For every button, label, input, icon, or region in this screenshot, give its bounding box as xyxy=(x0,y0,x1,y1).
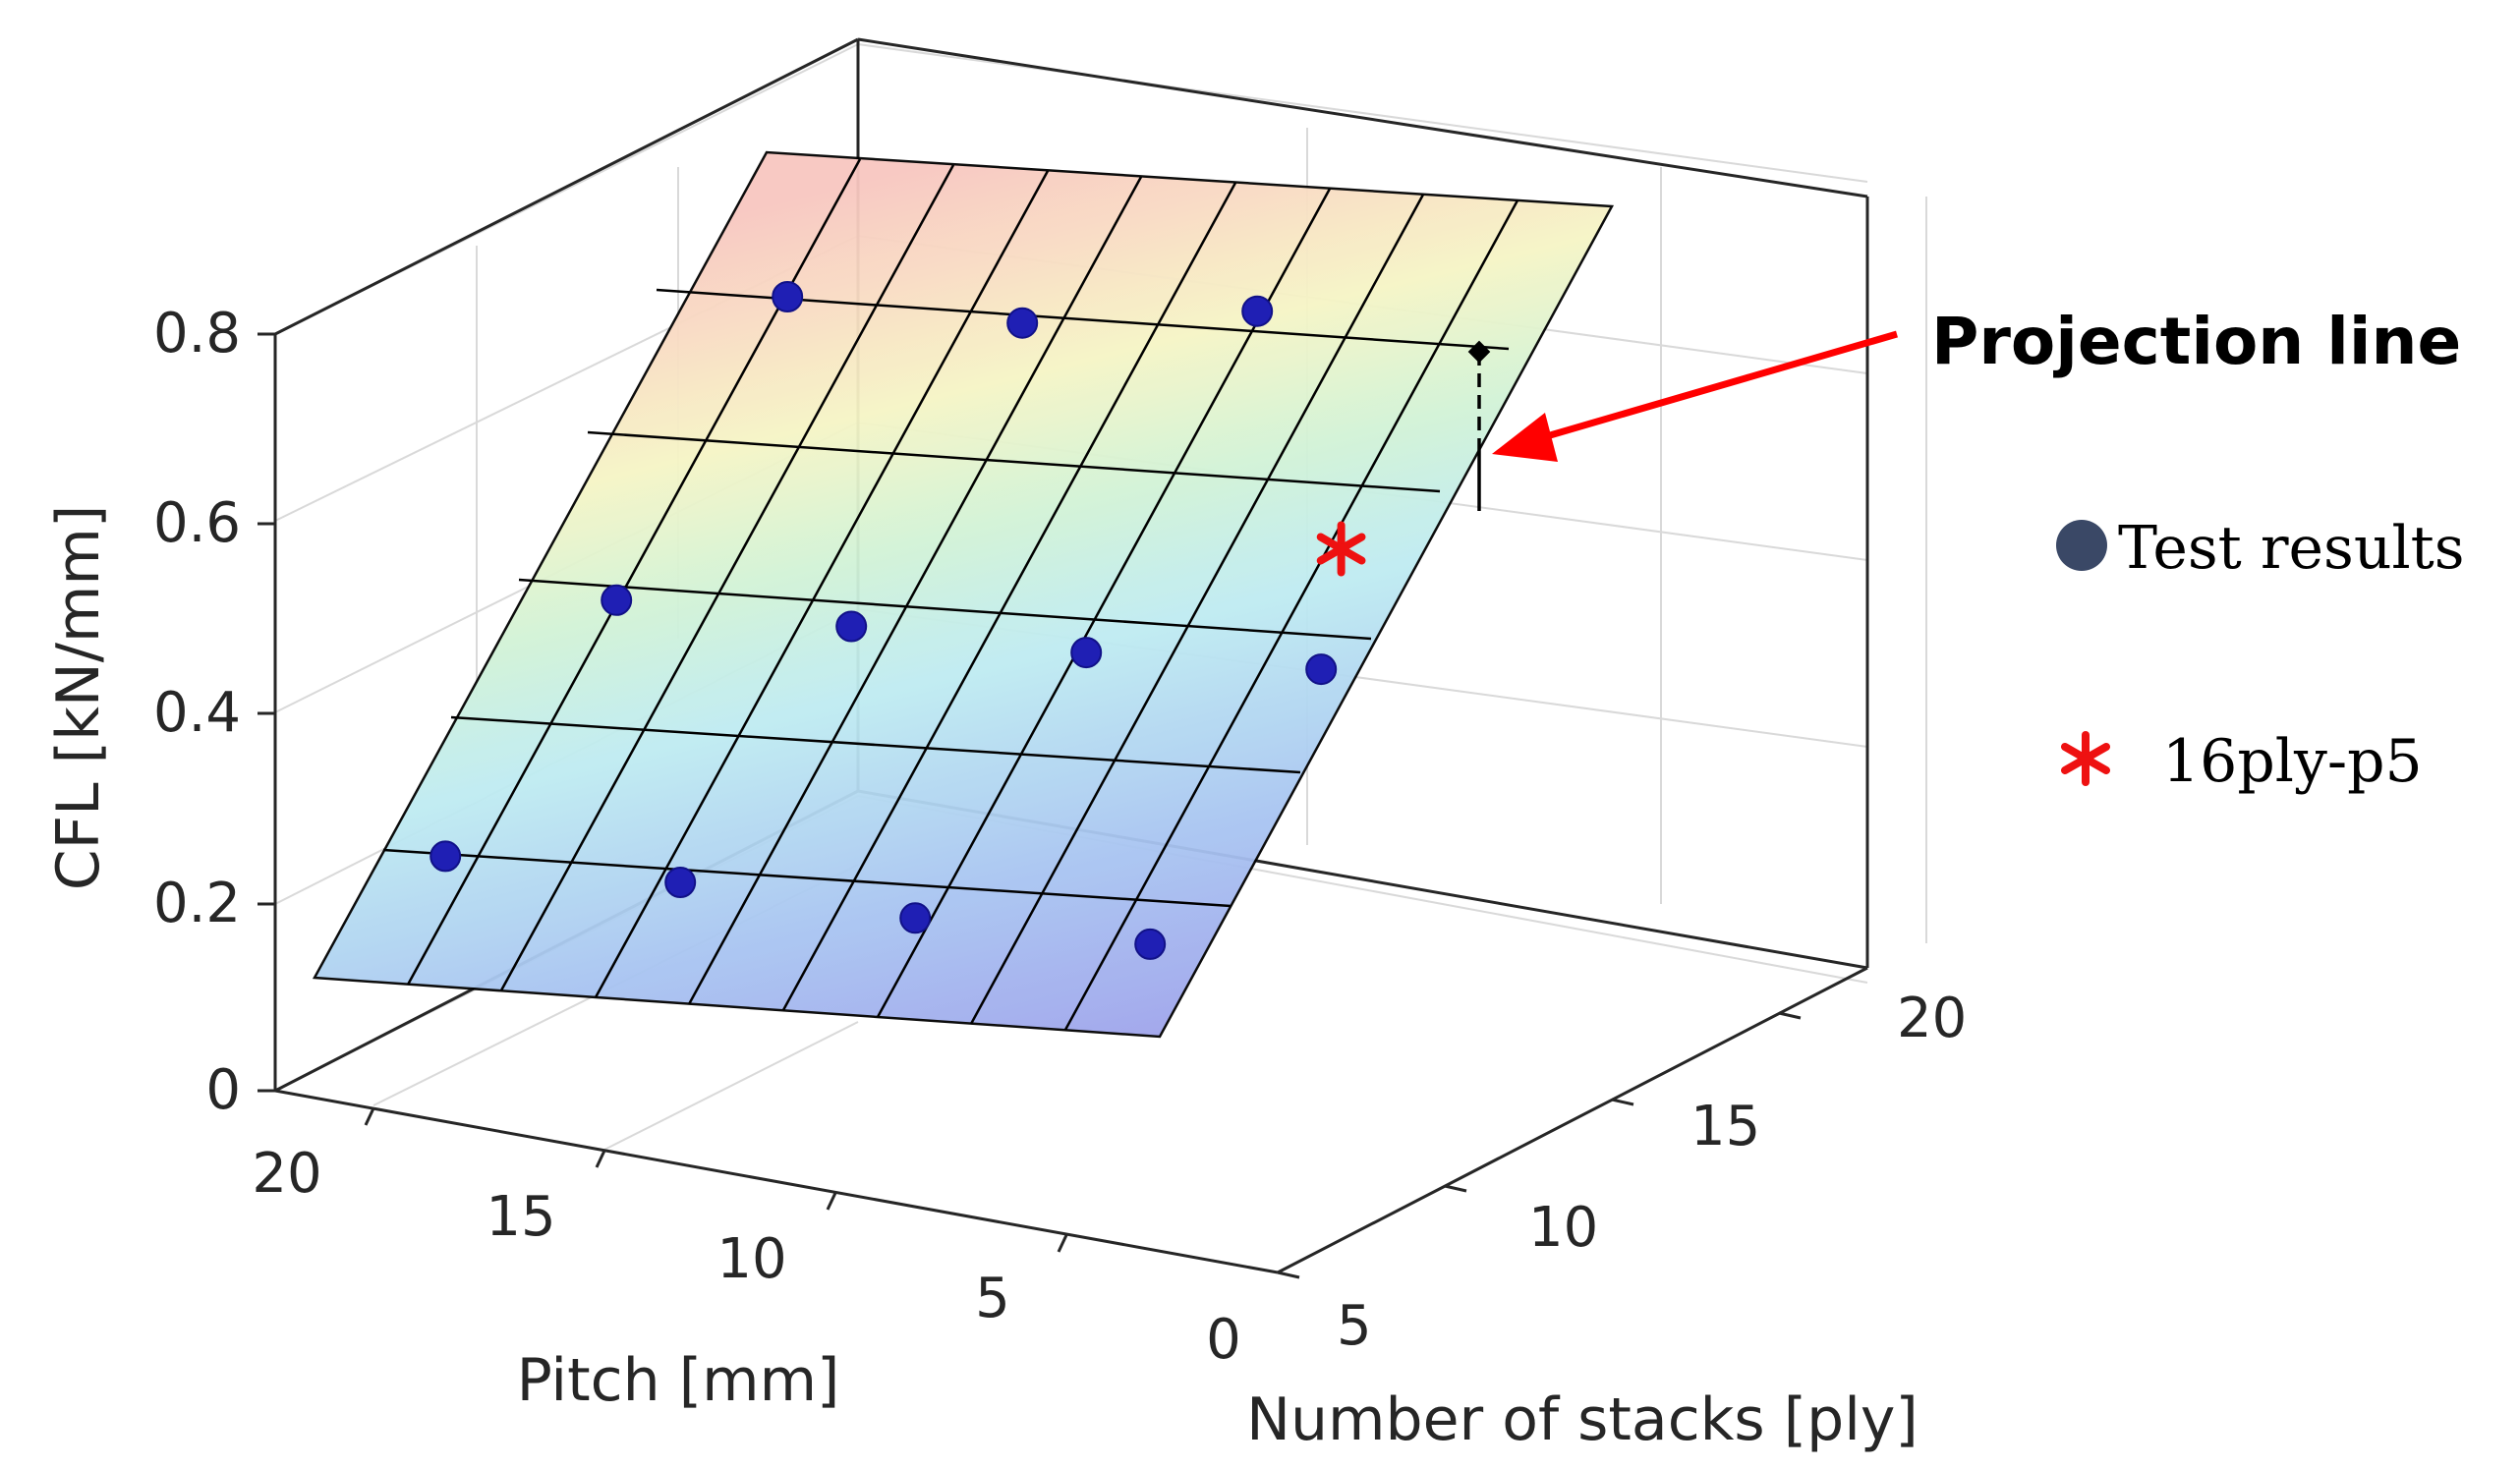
y-tick-labels: 5 10 15 20 xyxy=(1337,987,1967,1358)
annotation-label: Projection line xyxy=(1931,304,2461,379)
legend-label: Test results xyxy=(2118,514,2465,583)
x-tick-label: 5 xyxy=(975,1267,1010,1330)
x-tick-label: 20 xyxy=(252,1142,321,1206)
axes-box xyxy=(258,37,1927,1279)
y-axis-label: Number of stacks [ply] xyxy=(1246,1385,1919,1454)
y-tick-label: 20 xyxy=(1897,987,1967,1050)
z-tick-labels: 0.8 0.6 0.4 0.2 0 xyxy=(153,302,241,1122)
test-result-point xyxy=(601,584,633,616)
legend: Test results 16ply-p5 xyxy=(2056,514,2465,796)
asterisk-point xyxy=(1316,521,1366,577)
annotation-arrow xyxy=(1492,330,1898,462)
test-result-point xyxy=(1134,928,1167,960)
z-tick-label: 0.4 xyxy=(153,681,241,745)
y-tick-label: 5 xyxy=(1337,1294,1372,1358)
x-tick-label: 0 xyxy=(1206,1308,1241,1372)
test-result-point xyxy=(1305,653,1338,686)
x-axis-label: Pitch [mm] xyxy=(517,1346,840,1415)
z-tick-label: 0.6 xyxy=(153,491,241,555)
test-result-point xyxy=(899,902,932,934)
test-result-point xyxy=(835,610,868,643)
z-axis-label: CFL [kN/mm] xyxy=(44,505,113,890)
test-result-point xyxy=(772,281,804,312)
legend-marker-asterisk xyxy=(2061,731,2110,786)
z-tick-label: 0.2 xyxy=(153,872,241,935)
projection-line xyxy=(1467,340,1491,511)
x-tick-labels: 20 15 10 5 0 xyxy=(252,1142,1240,1372)
z-tick-label: 0 xyxy=(205,1058,241,1122)
data-markers xyxy=(430,281,1366,960)
test-result-point xyxy=(664,867,697,898)
x-tick-label: 15 xyxy=(486,1185,555,1249)
y-tick-label: 10 xyxy=(1528,1196,1598,1260)
test-result-point xyxy=(1070,637,1103,669)
test-result-point xyxy=(430,840,462,873)
test-result-point xyxy=(1241,295,1274,327)
legend-label: 16ply-p5 xyxy=(2162,727,2423,796)
y-tick-label: 15 xyxy=(1690,1095,1760,1158)
z-tick-label: 0.8 xyxy=(153,302,241,366)
x-tick-label: 10 xyxy=(716,1227,786,1291)
test-result-point xyxy=(1006,307,1039,339)
surface-mesh xyxy=(312,150,1615,1039)
legend-marker-test-results xyxy=(2056,520,2107,571)
